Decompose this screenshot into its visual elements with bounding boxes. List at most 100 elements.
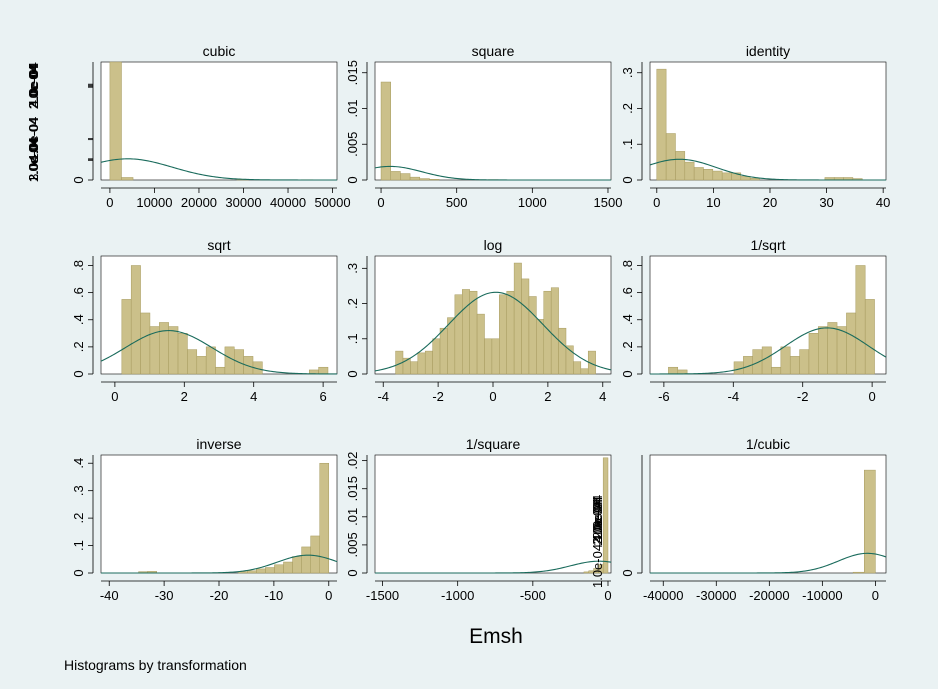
histogram-bar xyxy=(424,350,433,375)
histogram-bar xyxy=(684,161,695,181)
histogram-bar xyxy=(771,366,782,375)
histogram-bar xyxy=(818,326,828,375)
x-tick-label: 10 xyxy=(706,195,720,210)
panel-6: 1/sqrt -6 -4 -2 0 0 .2 .4 .6 .8 xyxy=(620,237,887,404)
plot-area xyxy=(100,454,338,574)
histogram-bar xyxy=(499,294,507,375)
histogram-bar xyxy=(265,567,275,574)
x-tick-label: -4 xyxy=(728,389,740,404)
y-tick-label: .3 xyxy=(345,263,360,274)
histogram-bar xyxy=(429,179,440,181)
histogram-bar xyxy=(565,345,574,375)
x-tick-label: 0 xyxy=(872,588,879,603)
normal-density-curve xyxy=(374,291,612,372)
x-tick-label: -500 xyxy=(520,588,546,603)
panel-title: sqrt xyxy=(207,237,230,253)
histogram-bar xyxy=(749,177,760,181)
y-tick-label-stacked: 2.0e-04 xyxy=(590,502,605,546)
x-tick-label: 50000 xyxy=(314,195,350,210)
x-tick-label: 2 xyxy=(181,389,188,404)
histogram-bar xyxy=(196,356,207,375)
histogram-bar xyxy=(177,333,188,375)
histogram-bar xyxy=(168,326,179,375)
normal-density-curve xyxy=(374,165,611,181)
x-tick-label: -1500 xyxy=(366,588,399,603)
histogram-bar xyxy=(205,346,216,375)
histogram-bar xyxy=(827,322,838,375)
panel-7: inverse -40 -30 -20 -10 0 0 .1 .2 .3 .4 xyxy=(71,436,338,603)
histogram-bar xyxy=(550,287,559,375)
histogram-bar xyxy=(318,366,329,375)
x-tick-label: 40 xyxy=(876,195,890,210)
histogram-bar xyxy=(187,349,198,375)
histogram-bar xyxy=(419,178,430,181)
histogram-bar xyxy=(780,346,791,375)
plot-area xyxy=(649,454,887,574)
y-tick-label: 4.0e-04 xyxy=(26,118,41,162)
x-tick-label: 20000 xyxy=(181,195,217,210)
x-tick-label: 0 xyxy=(869,389,876,404)
x-tick-label: 0 xyxy=(653,195,660,210)
y-tick-label: 0 xyxy=(345,370,360,377)
histogram-bar xyxy=(721,172,732,181)
histogram-bar xyxy=(580,368,589,375)
histogram-bar xyxy=(283,561,293,574)
histogram-bar xyxy=(864,469,876,574)
x-tick-label: 6 xyxy=(320,389,327,404)
histogram-bar xyxy=(864,299,875,375)
histogram-bar xyxy=(447,317,456,375)
y-tick-label-stacked: 2.0e-04 xyxy=(590,495,605,539)
y-tick-label: .015 xyxy=(345,60,360,85)
y-tick-label: .2 xyxy=(71,513,86,524)
panel-title: log xyxy=(484,237,503,253)
x-tick-label: 0 xyxy=(106,195,113,210)
histogram-bar xyxy=(506,290,515,375)
y-tick-label: .005 xyxy=(345,132,360,157)
histogram-bar xyxy=(573,361,582,375)
x-tick-label: -30000 xyxy=(696,588,736,603)
x-tick-label: 1000 xyxy=(518,195,547,210)
y-tick-label: .6 xyxy=(71,287,86,298)
panel-3: identity 0 10 20 30 40 0 .1 .2 .3 xyxy=(620,43,890,210)
x-axis-label: Emsh xyxy=(469,625,523,648)
y-tick-label: .1 xyxy=(345,333,360,344)
y-tick-label: .015 xyxy=(345,476,360,501)
histogram-bar xyxy=(109,61,122,181)
y-tick-label: 0 xyxy=(345,569,360,576)
y-tick-label: 3.0e-04 xyxy=(26,64,41,108)
x-tick-label: -2 xyxy=(432,389,444,404)
histogram-bar xyxy=(693,167,704,181)
histogram-bar xyxy=(215,366,226,375)
histogram-bar xyxy=(536,319,545,375)
x-tick-label: -10 xyxy=(264,588,283,603)
y-tick-label: 1.0e-04 xyxy=(26,62,41,106)
x-tick-label: 0 xyxy=(111,389,118,404)
histogram-bar xyxy=(558,327,567,375)
x-tick-label: 4 xyxy=(599,389,606,404)
y-tick-label: .2 xyxy=(71,341,86,352)
y-tick-label: .4 xyxy=(620,314,635,325)
histogram-bar xyxy=(409,176,421,181)
histogram-bar xyxy=(752,349,763,375)
histogram-bar xyxy=(799,349,810,375)
histogram-bar xyxy=(224,346,235,375)
y-tick-label: 2.0e-04 xyxy=(26,65,41,109)
normal-density-curve xyxy=(650,327,887,375)
normal-density-curve xyxy=(650,552,887,574)
x-tick-label: -40 xyxy=(100,588,119,603)
histogram-bar xyxy=(319,462,330,574)
y-tick-label: .02 xyxy=(345,452,360,470)
histogram-bar xyxy=(247,570,257,574)
panel-title: identity xyxy=(746,43,790,59)
panel-title: 1/square xyxy=(466,436,521,452)
y-tick-label: 2.0e-04 xyxy=(26,137,41,181)
y-tick-label: .01 xyxy=(345,99,360,117)
x-tick-label: 20 xyxy=(763,195,777,210)
histogram-bar xyxy=(846,312,857,375)
histogram-bar xyxy=(656,68,667,181)
histogram-bar xyxy=(583,571,590,574)
y-tick-label: 1.0e-04 xyxy=(26,117,41,161)
y-tick-label: 1.0e-04 xyxy=(26,138,41,182)
